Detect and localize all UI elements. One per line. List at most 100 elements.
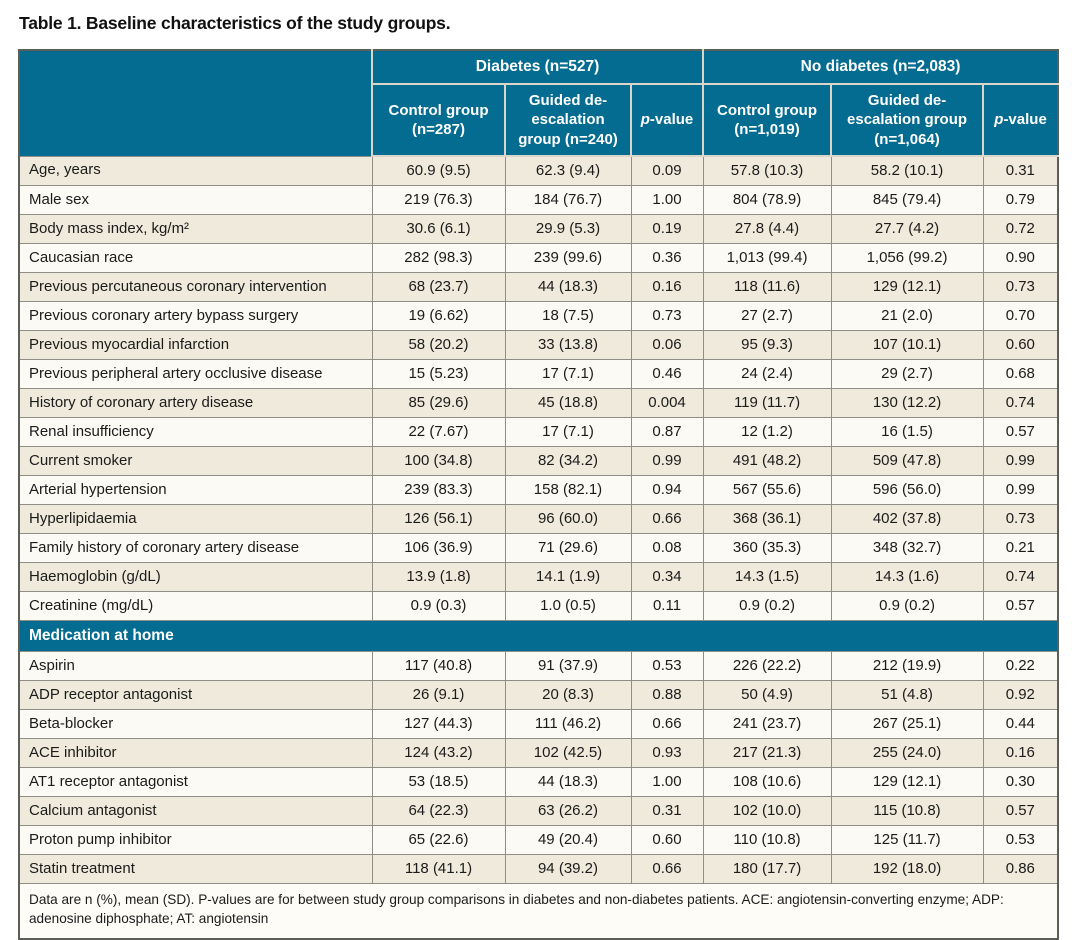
value-cell: 0.60 bbox=[982, 330, 1059, 360]
column-header-cell: Control group (n=1,019) bbox=[702, 83, 833, 157]
value-cell: 184 (76.7) bbox=[504, 185, 632, 215]
value-cell: 108 (10.6) bbox=[702, 767, 832, 797]
value-cell: 0.46 bbox=[630, 359, 704, 389]
value-cell: 0.72 bbox=[982, 214, 1059, 244]
value-cell: 0.94 bbox=[630, 475, 704, 505]
value-cell: 102 (42.5) bbox=[504, 738, 632, 768]
value-cell: 402 (37.8) bbox=[830, 504, 984, 534]
value-cell: 24 (2.4) bbox=[702, 359, 832, 389]
value-cell: 18 (7.5) bbox=[504, 301, 632, 331]
value-cell: 212 (19.9) bbox=[830, 651, 984, 681]
row-label-cell: Hyperlipidaemia bbox=[18, 504, 373, 534]
value-cell: 0.36 bbox=[630, 243, 704, 273]
table-row: Previous peripheral artery occlusive dis… bbox=[18, 359, 1059, 389]
value-cell: 0.57 bbox=[982, 796, 1059, 826]
table-row: ACE inhibitor 124 (43.2) 102 (42.5) 0.93 217… bbox=[18, 738, 1059, 768]
value-cell: 14.3 (1.5) bbox=[702, 562, 832, 592]
table-body: Age, years 60.9 (9.5) 62.3 (9.4) 0.09 57.8 (… bbox=[18, 155, 1059, 940]
value-cell: 255 (24.0) bbox=[830, 738, 984, 768]
value-cell: 49 (20.4) bbox=[504, 825, 632, 855]
value-cell: 0.21 bbox=[982, 533, 1059, 563]
value-cell: 0.9 (0.2) bbox=[830, 591, 984, 621]
value-cell: 0.74 bbox=[982, 562, 1059, 592]
column-header-cell: Guided de-escalation group (n=240) bbox=[504, 83, 632, 157]
row-label-cell: Age, years bbox=[18, 155, 373, 186]
value-cell: 596 (56.0) bbox=[830, 475, 984, 505]
value-cell: 1.00 bbox=[630, 767, 704, 797]
value-cell: 19 (6.62) bbox=[371, 301, 506, 331]
value-cell: 267 (25.1) bbox=[830, 709, 984, 739]
group-header-cell: No diabetes (n=2,083) bbox=[702, 49, 1060, 85]
value-cell: 239 (99.6) bbox=[504, 243, 632, 273]
value-cell: 85 (29.6) bbox=[371, 388, 506, 418]
value-cell: 348 (32.7) bbox=[830, 533, 984, 563]
value-cell: 0.68 bbox=[982, 359, 1059, 389]
section-header-label: Medication at home bbox=[18, 620, 1059, 652]
row-label-cell: AT1 receptor antagonist bbox=[18, 767, 373, 797]
baseline-characteristics-table: Diabetes (n=527) No diabetes (n=2,083) Co… bbox=[18, 49, 1060, 940]
table-row: Age, years 60.9 (9.5) 62.3 (9.4) 0.09 57.8 (… bbox=[18, 155, 1059, 186]
value-cell: 27 (2.7) bbox=[702, 301, 832, 331]
row-label-cell: Body mass index, kg/m² bbox=[18, 214, 373, 244]
value-cell: 0.09 bbox=[630, 155, 704, 186]
value-cell: 241 (23.7) bbox=[702, 709, 832, 739]
table-row: Statin treatment 118 (41.1) 94 (39.2) 0.66 1… bbox=[18, 854, 1059, 884]
value-cell: 0.9 (0.3) bbox=[371, 591, 506, 621]
footnote-row: Data are n (%), mean (SD). P-values are … bbox=[18, 882, 1059, 940]
value-cell: 192 (18.0) bbox=[830, 854, 984, 884]
table-row: Creatinine (mg/dL) 0.9 (0.3) 1.0 (0.5) 0.11… bbox=[18, 591, 1059, 621]
value-cell: 125 (11.7) bbox=[830, 825, 984, 855]
row-label-cell: History of coronary artery disease bbox=[18, 388, 373, 418]
row-label-cell: ADP receptor antagonist bbox=[18, 680, 373, 710]
corner-cell bbox=[18, 49, 373, 156]
column-header-row: Control group (n=287) Guided de-escalatio… bbox=[19, 83, 1060, 157]
value-cell: 119 (11.7) bbox=[702, 388, 832, 418]
row-label-cell: Previous coronary artery bypass surgery bbox=[18, 301, 373, 331]
value-cell: 0.22 bbox=[982, 651, 1059, 681]
value-cell: 0.92 bbox=[982, 680, 1059, 710]
column-header-cell: p-value bbox=[629, 83, 705, 157]
group-header-cell: Diabetes (n=527) bbox=[370, 49, 705, 85]
row-label-cell: Previous peripheral artery occlusive dis… bbox=[18, 359, 373, 389]
value-cell: 68 (23.7) bbox=[371, 272, 506, 302]
value-cell: 1,056 (99.2) bbox=[830, 243, 984, 273]
row-label-cell: Haemoglobin (g/dL) bbox=[18, 562, 373, 592]
table-row: Current smoker 100 (34.8) 82 (34.2) 0.99 491… bbox=[18, 446, 1059, 476]
value-cell: 282 (98.3) bbox=[371, 243, 506, 273]
value-cell: 509 (47.8) bbox=[830, 446, 984, 476]
value-cell: 0.73 bbox=[982, 272, 1059, 302]
value-cell: 0.66 bbox=[630, 504, 704, 534]
value-cell: 0.99 bbox=[630, 446, 704, 476]
value-cell: 368 (36.1) bbox=[702, 504, 832, 534]
value-cell: 44 (18.3) bbox=[504, 272, 632, 302]
value-cell: 0.73 bbox=[982, 504, 1059, 534]
value-cell: 0.44 bbox=[982, 709, 1059, 739]
value-cell: 58.2 (10.1) bbox=[830, 155, 984, 186]
value-cell: 0.99 bbox=[982, 446, 1059, 476]
row-label-cell: Renal insufficiency bbox=[18, 417, 373, 447]
value-cell: 111 (46.2) bbox=[504, 709, 632, 739]
row-label-cell: Current smoker bbox=[18, 446, 373, 476]
row-label-cell: Aspirin bbox=[18, 651, 373, 681]
value-cell: 82 (34.2) bbox=[504, 446, 632, 476]
value-cell: 14.3 (1.6) bbox=[830, 562, 984, 592]
value-cell: 100 (34.8) bbox=[371, 446, 506, 476]
value-cell: 0.57 bbox=[982, 591, 1059, 621]
value-cell: 219 (76.3) bbox=[371, 185, 506, 215]
value-cell: 17 (7.1) bbox=[504, 417, 632, 447]
value-cell: 26 (9.1) bbox=[371, 680, 506, 710]
value-cell: 0.16 bbox=[630, 272, 704, 302]
value-cell: 51 (4.8) bbox=[830, 680, 984, 710]
value-cell: 0.004 bbox=[630, 388, 704, 418]
value-cell: 158 (82.1) bbox=[504, 475, 632, 505]
value-cell: 804 (78.9) bbox=[702, 185, 832, 215]
row-label-cell: Family history of coronary artery diseas… bbox=[18, 533, 373, 563]
value-cell: 0.90 bbox=[982, 243, 1059, 273]
row-label-cell: Proton pump inhibitor bbox=[18, 825, 373, 855]
value-cell: 124 (43.2) bbox=[371, 738, 506, 768]
value-cell: 0.57 bbox=[982, 417, 1059, 447]
value-cell: 110 (10.8) bbox=[702, 825, 832, 855]
value-cell: 117 (40.8) bbox=[371, 651, 506, 681]
table-row: Beta-blocker 127 (44.3) 111 (46.2) 0.66 241 … bbox=[18, 709, 1059, 739]
